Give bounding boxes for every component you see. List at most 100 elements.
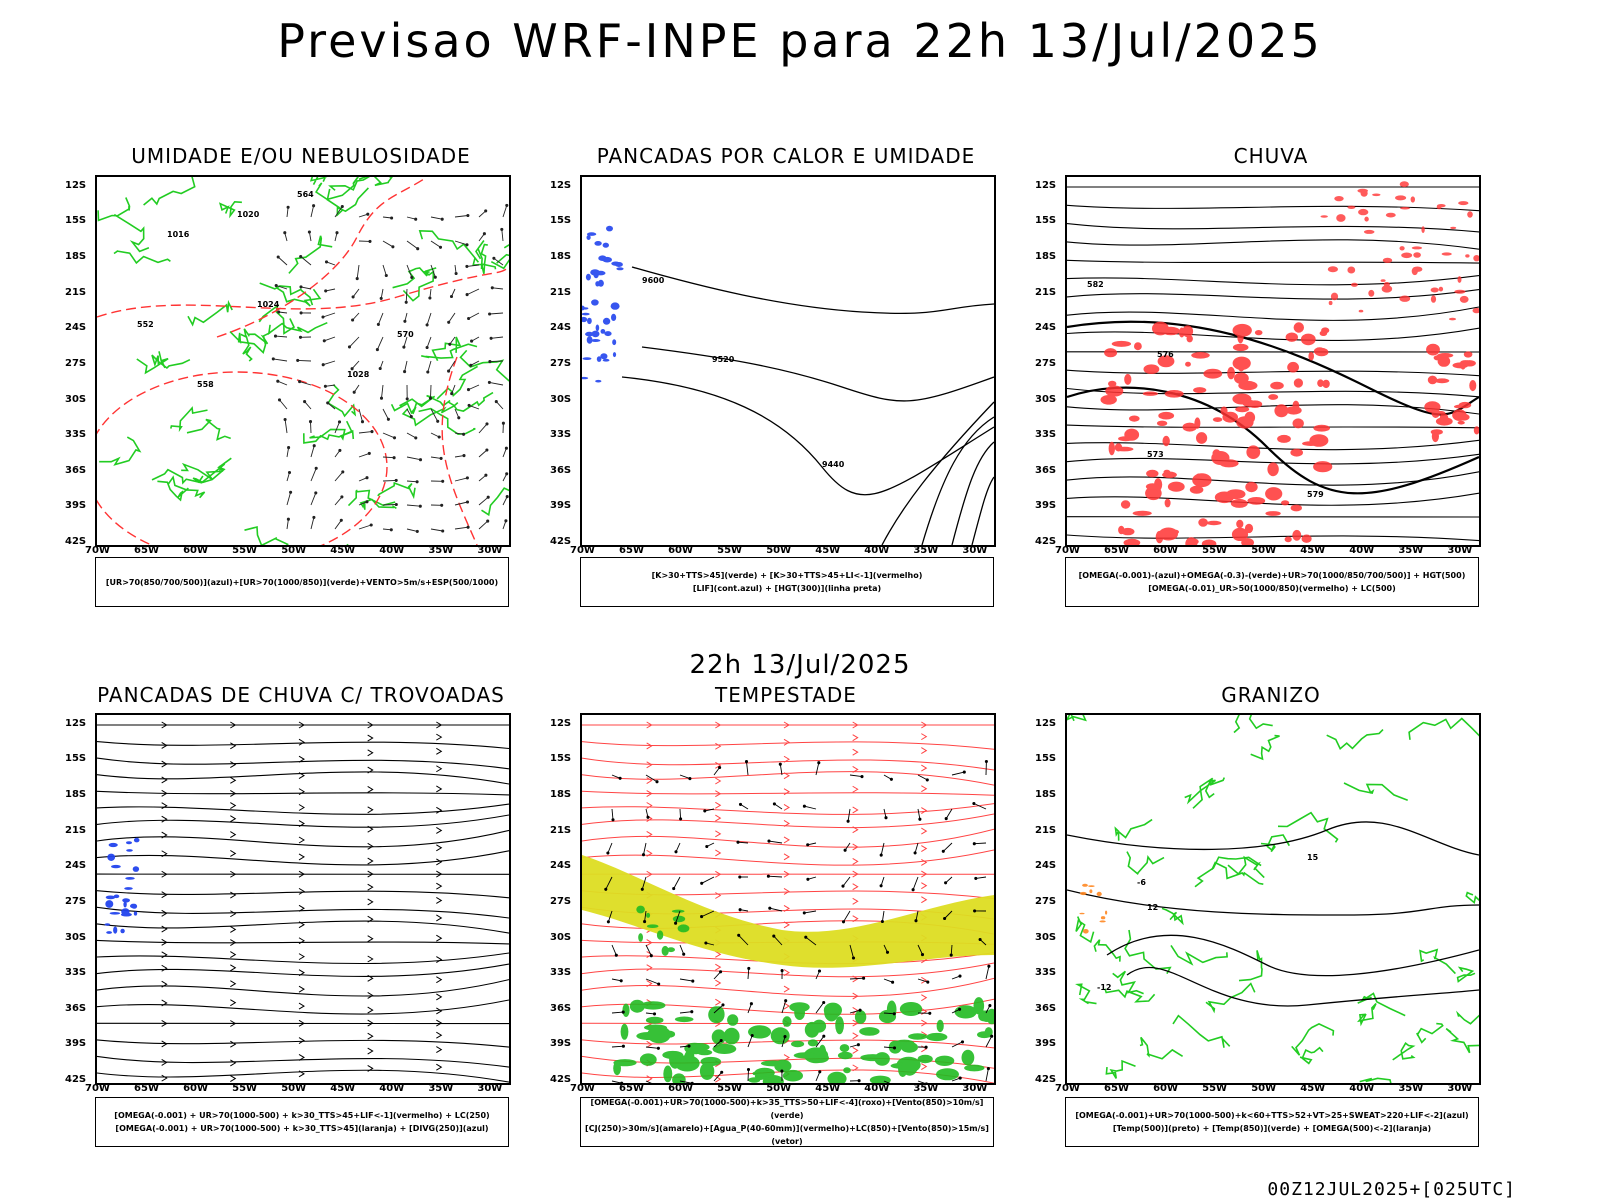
wind-arrow <box>679 1011 692 1014</box>
contour-line <box>1194 856 1262 888</box>
wind-arrow-head <box>466 525 470 529</box>
lon-tick-label: 55W <box>232 1083 258 1094</box>
lon-tick-label: 40W <box>1349 545 1375 556</box>
wind-arrow-head <box>312 444 316 448</box>
shaded-cell <box>1426 343 1440 356</box>
stream-arrow <box>367 955 374 963</box>
wind-arrow-head <box>426 370 430 374</box>
shaded-cell <box>1302 441 1320 446</box>
wind-arrow <box>917 978 928 983</box>
stream-arrow <box>367 992 374 999</box>
wind-arrow <box>975 876 987 879</box>
shaded-cell <box>646 912 651 918</box>
stream-arrow <box>783 870 790 878</box>
stream-arrow <box>367 749 374 757</box>
lat-tick-label: 42S <box>1035 1074 1057 1085</box>
wind-arrow <box>950 944 953 956</box>
wind-arrow-head <box>804 935 808 939</box>
shaded-cell <box>677 924 690 933</box>
lat-tick-label: 15S <box>550 215 572 227</box>
stream-arrow <box>367 825 374 833</box>
shaded-cell <box>107 853 116 861</box>
shaded-cell <box>122 898 130 903</box>
wind-arrow-head <box>403 370 407 374</box>
wind-arrow <box>917 774 928 781</box>
stream-arrow <box>367 1019 374 1027</box>
map-svg <box>582 721 994 1083</box>
wind-arrow-head <box>390 216 394 220</box>
contour-line <box>1419 948 1456 975</box>
contour-line <box>143 177 196 206</box>
wind-arrow-head <box>920 953 925 957</box>
wind-arrow-head <box>485 448 489 452</box>
wind-arrow <box>815 762 820 776</box>
wind-arrow-head <box>437 435 441 439</box>
wind-arrow-head <box>335 231 339 235</box>
shaded-cell <box>1232 356 1251 370</box>
stream-arrow <box>646 802 653 809</box>
stream-arrow <box>783 788 790 796</box>
shaded-cell <box>1463 360 1476 367</box>
shaded-cell <box>1290 448 1303 457</box>
wind-arrow <box>334 520 342 530</box>
wind-arrow-head <box>276 255 280 259</box>
streamline <box>582 977 994 997</box>
wind-arrow <box>430 528 443 532</box>
wind-arrow-head <box>391 245 395 249</box>
stream-arrow <box>646 1075 653 1083</box>
wind-arrow-head <box>465 243 469 247</box>
wind-arrow <box>427 360 432 373</box>
contour-line <box>113 213 150 253</box>
contour-line <box>229 331 271 354</box>
wind-arrow <box>645 944 652 956</box>
shaded-cell <box>1145 483 1160 490</box>
shaded-cell <box>1079 912 1085 915</box>
stream-arrow <box>783 921 790 929</box>
contour-labels: 9600 9520 9440 <box>642 276 845 469</box>
stream-arrow <box>921 1019 928 1027</box>
wind-arrow <box>489 312 504 315</box>
shaded-cell <box>620 1023 629 1040</box>
stream-arrow <box>436 785 443 793</box>
wind-arrow <box>478 496 489 506</box>
wind-arrow <box>310 421 312 434</box>
wind-arrow <box>713 1004 724 1014</box>
contour-line <box>157 480 189 502</box>
lat-tick-label: 33S <box>550 429 572 441</box>
shaded-cell <box>1082 929 1089 934</box>
lat-tick-label: 36S <box>65 1002 87 1014</box>
stream-arrow <box>367 883 374 891</box>
lat-tick-label: 27S <box>550 357 572 369</box>
wind-arrow <box>334 471 344 482</box>
stream-arrow <box>436 827 443 834</box>
wind-arrow <box>713 1072 723 1082</box>
map-svg: 582 576 573 579 <box>1067 181 1479 545</box>
shaded-cell <box>1330 292 1339 301</box>
contour-line <box>258 303 296 335</box>
wind-arrow-head <box>351 318 355 322</box>
streamline <box>582 771 994 786</box>
lat-tick-label: 21S <box>550 286 572 298</box>
jet-stream-area <box>582 855 994 968</box>
lat-tick-label: 18S <box>65 789 87 801</box>
contour-line <box>1392 1042 1416 1061</box>
wind-arrow-head <box>700 881 704 885</box>
stream-arrow <box>230 870 237 878</box>
wind-arrow-head <box>766 874 770 878</box>
shaded-cell <box>1328 300 1333 306</box>
stream-arrow <box>852 992 859 1000</box>
lat-tick-label: 30S <box>550 393 572 405</box>
panel-title: PANCADAS POR CALOR E UMIDADE <box>596 144 976 168</box>
contour-line <box>1161 907 1184 926</box>
wind-arrow <box>286 519 289 530</box>
shaded-cell <box>646 924 659 928</box>
contour-line <box>1227 855 1265 879</box>
shaded-cell <box>582 357 592 360</box>
temp-line <box>1106 934 1479 977</box>
wind-arrow-head <box>484 473 488 477</box>
streamline <box>97 803 509 815</box>
streamline <box>1067 275 1479 286</box>
wind-arrow-head <box>488 312 492 316</box>
wind-arrow-head <box>856 1043 860 1047</box>
stream-arrow <box>852 915 859 923</box>
